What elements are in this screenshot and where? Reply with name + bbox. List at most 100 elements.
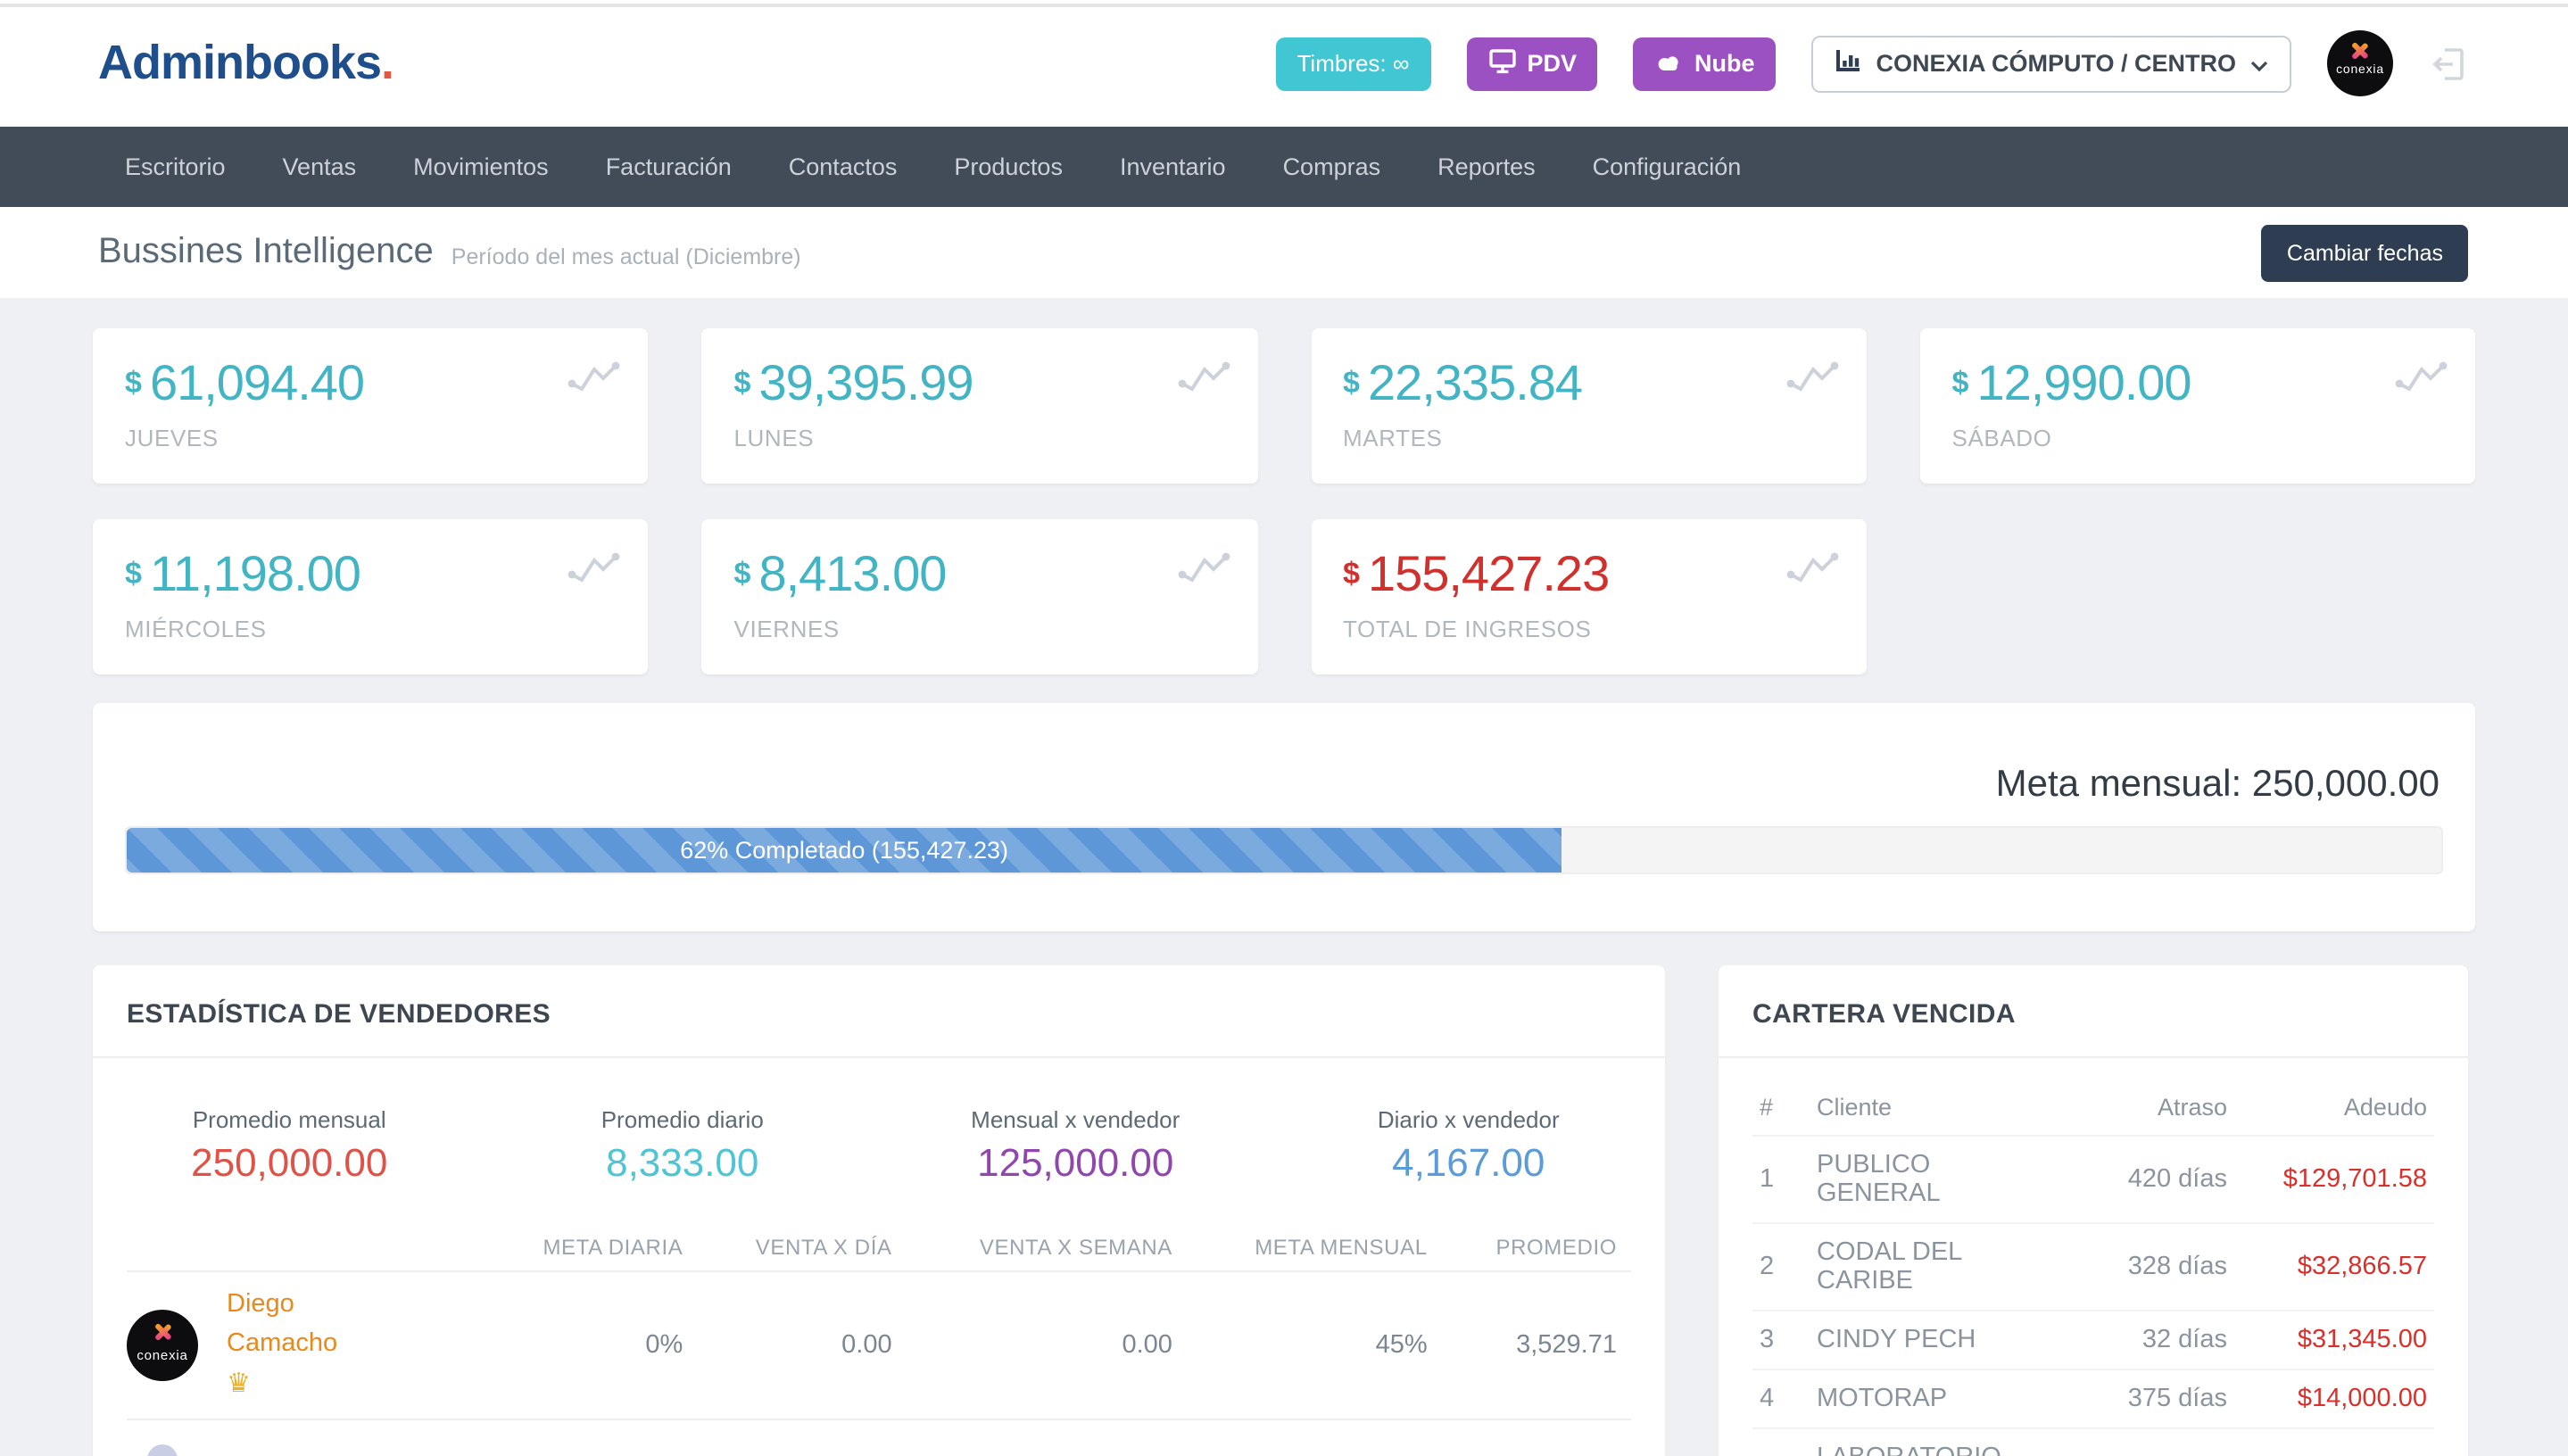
stat-label: JUEVES [125, 425, 219, 451]
nav-item-compras[interactable]: Compras [1282, 153, 1381, 180]
cell-atraso: 328 días [2127, 1253, 2227, 1281]
goal-progress-track: 62% Completado (155,427.23) [125, 826, 2443, 874]
col-promedio: PROMEDIO [1495, 1235, 1617, 1260]
stat-value: $22,335.84 [1343, 355, 1583, 410]
sparkline-icon [1177, 548, 1230, 596]
stat-value: $39,395.99 [733, 355, 974, 410]
logo-dot: . [381, 36, 394, 89]
stat-value: $61,094.40 [125, 355, 365, 410]
change-dates-button[interactable]: Cambiar fechas [2261, 224, 2468, 281]
user-avatar[interactable]: conexia [2327, 30, 2393, 96]
cell-cliente: LABORATORIO MEDICO Y [1810, 1428, 2065, 1456]
vendor-name: Yarely Cuesta [227, 1451, 396, 1456]
stat-value: $8,413.00 [733, 546, 948, 601]
vendor-name: Diego Camacho ♛ [227, 1286, 396, 1404]
cloud-icon [1655, 50, 1684, 77]
stat-label: TOTAL DE INGRESOS [1343, 616, 1592, 642]
col-adeudo: Adeudo [2343, 1094, 2427, 1121]
logo-text: Adminbooks [98, 36, 382, 89]
goal-progress-label: 62% Completado (155,427.23) [680, 837, 1008, 864]
vendor-avatar-placeholder [127, 1435, 198, 1456]
page-title-bar: Bussines Intelligence Período del mes ac… [0, 207, 2568, 298]
cell-atraso: 32 días [2141, 1326, 2227, 1354]
col-num: # [1760, 1094, 1774, 1121]
cell-adeudo: $129,701.58 [2282, 1165, 2427, 1194]
summary-mensual-x-vendedor: Mensual x vendedor 125,000.00 [971, 1106, 1180, 1185]
summary-promedio-mensual: Promedio mensual 250,000.00 [191, 1106, 388, 1185]
cell-adeudo [2234, 1428, 2434, 1456]
sparkline-icon [1786, 357, 1840, 405]
cell-venta-dia: 0.00 [697, 1419, 906, 1456]
timbres-button[interactable]: Timbres: ∞ [1275, 37, 1431, 90]
cell-cliente: PUBLICO GENERAL [1817, 1151, 1941, 1208]
pdv-button[interactable]: PDV [1466, 37, 1598, 90]
col-venta-x-dia: VENTA X DÍA [755, 1235, 892, 1260]
cartera-row: 3 CINDY PECH 32 días $31,345.00 [1752, 1311, 2434, 1369]
cell-cliente: CODAL DEL CARIBE [1817, 1238, 1962, 1295]
nube-button[interactable]: Nube [1633, 37, 1777, 90]
nav-item-ventas[interactable]: Ventas [282, 153, 357, 180]
page-title: Bussines Intelligence [98, 232, 434, 271]
sparkline-icon [2395, 357, 2448, 405]
cell-cliente: MOTORAP [1817, 1385, 1948, 1413]
nav-item-contactos[interactable]: Contactos [788, 153, 898, 180]
cell-atraso: 375 días [2127, 1385, 2227, 1413]
divider [93, 1056, 1665, 1058]
cartera-panel-title: CARTERA VENCIDA [1752, 999, 2016, 1030]
cell-adeudo: $31,345.00 [2297, 1326, 2427, 1354]
monthly-goal-card: Meta mensual: 250,000.00 62% Completado … [93, 703, 2475, 931]
nav-item-productos[interactable]: Productos [954, 153, 1063, 180]
vendors-summary: Promedio mensual 250,000.00 Promedio dia… [93, 1058, 1665, 1187]
cell-meta-mensual: 33% [1187, 1419, 1442, 1456]
vendor-row: Yarely Cuesta 0% 0.00 10,210.00 33% 2,58… [127, 1419, 1631, 1456]
logout-icon[interactable] [2429, 44, 2468, 83]
summary-diario-x-vendedor: Diario x vendedor 4,167.00 [1377, 1106, 1560, 1185]
bar-chart-icon [1835, 48, 1861, 79]
stat-card-miercoles: $11,198.00 MIÉRCOLES [93, 519, 649, 674]
nav-item-reportes[interactable]: Reportes [1437, 153, 1536, 180]
nav-item-facturacion[interactable]: Facturación [605, 153, 732, 180]
stat-value: $11,198.00 [125, 546, 361, 601]
stat-card-jueves: $61,094.40 JUEVES [93, 328, 649, 484]
vendor-avatar: conexia [127, 1310, 198, 1381]
col-vendor [127, 1224, 484, 1271]
col-meta-diaria: META DIARIA [543, 1235, 683, 1260]
nube-label: Nube [1694, 50, 1755, 77]
cartera-panel: CARTERA VENCIDA # Cliente Atraso Adeudo [1719, 965, 2468, 1456]
stat-card-total-ingresos: $155,427.23 TOTAL DE INGRESOS [1311, 519, 1867, 674]
header-actions: Timbres: ∞ PDV Nube CONEXIA CÓMPUTO / CE… [1275, 30, 2469, 96]
divider [1719, 1056, 2468, 1058]
summary-promedio-diario: Promedio diario 8,333.00 [601, 1106, 764, 1185]
vendor-row: conexia Diego Camacho ♛ 0% 0.00 [127, 1271, 1631, 1419]
main-content: $61,094.40 JUEVES $39,395.99 LUNES $22,3… [0, 298, 2568, 1456]
monitor-icon [1487, 47, 1516, 79]
bottom-panels: ESTADÍSTICA DE VENDEDORES Promedio mensu… [93, 965, 2475, 1456]
app-logo[interactable]: Adminbooks. [98, 36, 394, 91]
cell-promedio: 2,588.05 [1442, 1419, 1631, 1456]
nav-item-inventario[interactable]: Inventario [1119, 153, 1226, 180]
monthly-goal-heading: Meta mensual: 250,000.00 [1995, 764, 2440, 805]
cell-meta-diaria: 0% [484, 1419, 697, 1456]
cell-promedio: 3,529.71 [1516, 1331, 1617, 1360]
page-subtitle: Período del mes actual (Diciembre) [451, 244, 801, 269]
cell-adeudo: $32,866.57 [2297, 1253, 2427, 1281]
sparkline-icon [1786, 548, 1840, 596]
company-dropdown[interactable]: CONEXIA CÓMPUTO / CENTRO [1811, 35, 2291, 92]
chevron-down-icon [2250, 50, 2268, 77]
pdv-label: PDV [1527, 50, 1577, 77]
cartera-row: 2 CODAL DEL CARIBE 328 días $32,866.57 [1752, 1223, 2434, 1311]
cell-venta-semana: 10,210.00 [907, 1419, 1187, 1456]
cell-cliente: CINDY PECH [1817, 1326, 1976, 1354]
stat-value: $12,990.00 [1951, 355, 2192, 410]
cartera-row: 1 PUBLICO GENERAL 420 días $129,701.58 [1752, 1136, 2434, 1223]
stat-cards-grid: $61,094.40 JUEVES $39,395.99 LUNES $22,3… [93, 328, 2475, 674]
nav-item-escritorio[interactable]: Escritorio [125, 153, 226, 180]
nav-item-movimientos[interactable]: Movimientos [413, 153, 549, 180]
stat-card-sabado: $12,990.00 SÁBADO [1919, 328, 2475, 484]
avatar-brand-text: conexia [2336, 64, 2384, 77]
nav-item-configuracion[interactable]: Configuración [1592, 153, 1742, 180]
app-header: Adminbooks. Timbres: ∞ PDV Nube [0, 0, 2568, 127]
col-meta-mensual: META MENSUAL [1255, 1235, 1428, 1260]
